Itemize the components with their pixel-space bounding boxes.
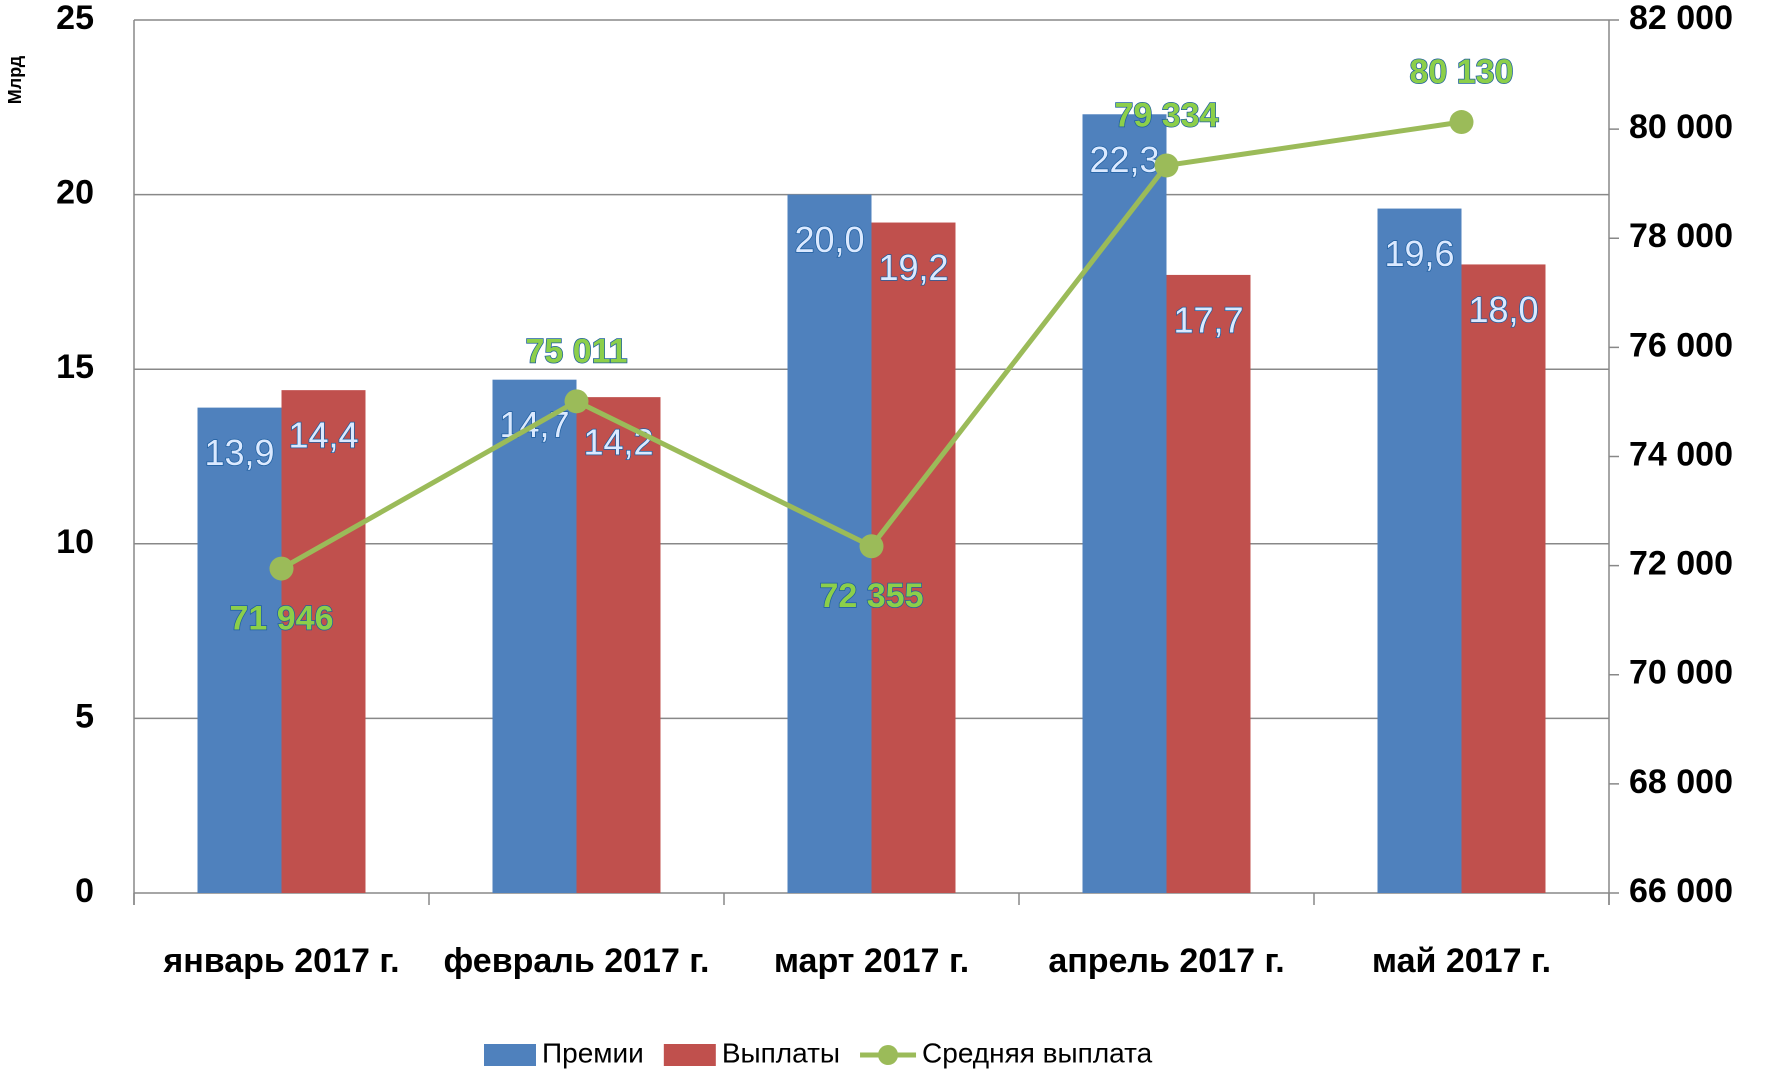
bar xyxy=(281,390,366,893)
legend-swatch xyxy=(663,1044,716,1066)
bar xyxy=(1461,264,1546,893)
bar xyxy=(871,222,956,893)
data-label: 19,2 xyxy=(878,247,948,288)
y2-tick-label: 78 000 xyxy=(1629,217,1733,255)
data-label: 13,9 xyxy=(204,432,274,473)
legend-swatch xyxy=(484,1044,536,1066)
data-label: 20,0 xyxy=(794,219,864,260)
y-tick-label: 20 xyxy=(56,174,94,212)
data-label: 79 334 xyxy=(1115,96,1219,134)
y-axis-label: Млрд xyxy=(5,55,25,104)
data-label: 22,3 xyxy=(1089,139,1159,180)
y2-tick-label: 82 000 xyxy=(1629,0,1733,37)
legend-label: Премии xyxy=(542,1037,644,1068)
y2-tick-label: 72 000 xyxy=(1629,545,1733,583)
legend-label: Средняя выплата xyxy=(922,1037,1153,1068)
y-tick-label: 15 xyxy=(56,348,94,386)
x-tick-label: январь 2017 г. xyxy=(162,942,399,980)
y-tick-label: 5 xyxy=(75,697,94,735)
bar xyxy=(1377,208,1462,893)
x-tick-label: март 2017 г. xyxy=(774,942,969,980)
data-label: 18,0 xyxy=(1468,289,1538,330)
y2-tick-label: 66 000 xyxy=(1629,872,1733,910)
data-label: 14,2 xyxy=(583,422,653,463)
bar xyxy=(787,194,872,894)
x-tick-label: май 2017 г. xyxy=(1372,942,1551,980)
data-label: 19,6 xyxy=(1384,233,1454,274)
y2-tick-label: 68 000 xyxy=(1629,763,1733,801)
y2-tick-label: 74 000 xyxy=(1629,435,1733,473)
line-point xyxy=(564,389,589,414)
data-label: 71 946 xyxy=(230,600,334,638)
legend-swatch xyxy=(878,1045,899,1065)
legend-label: Выплаты xyxy=(722,1037,840,1068)
data-label: 80 130 xyxy=(1410,53,1514,91)
bar xyxy=(492,379,577,893)
line-point xyxy=(1154,153,1179,178)
x-tick-label: февраль 2017 г. xyxy=(443,942,709,980)
x-tick-label: апрель 2017 г. xyxy=(1048,942,1284,980)
y2-tick-label: 76 000 xyxy=(1629,326,1733,364)
line-point xyxy=(1449,110,1474,135)
data-label: 17,7 xyxy=(1173,299,1243,340)
bar xyxy=(1166,274,1251,893)
y2-tick-label: 80 000 xyxy=(1629,108,1733,146)
line-point xyxy=(269,556,294,581)
y-tick-label: 25 xyxy=(56,0,94,37)
y-tick-label: 10 xyxy=(56,523,94,561)
data-label: 72 355 xyxy=(820,577,924,615)
bar xyxy=(197,407,282,893)
y2-tick-label: 70 000 xyxy=(1629,654,1733,692)
bar xyxy=(1082,114,1167,893)
y-tick-label: 0 xyxy=(75,872,94,910)
data-label: 75 011 xyxy=(525,332,627,370)
line-point xyxy=(859,534,884,559)
bar xyxy=(576,397,661,893)
data-label: 14,4 xyxy=(288,415,358,456)
